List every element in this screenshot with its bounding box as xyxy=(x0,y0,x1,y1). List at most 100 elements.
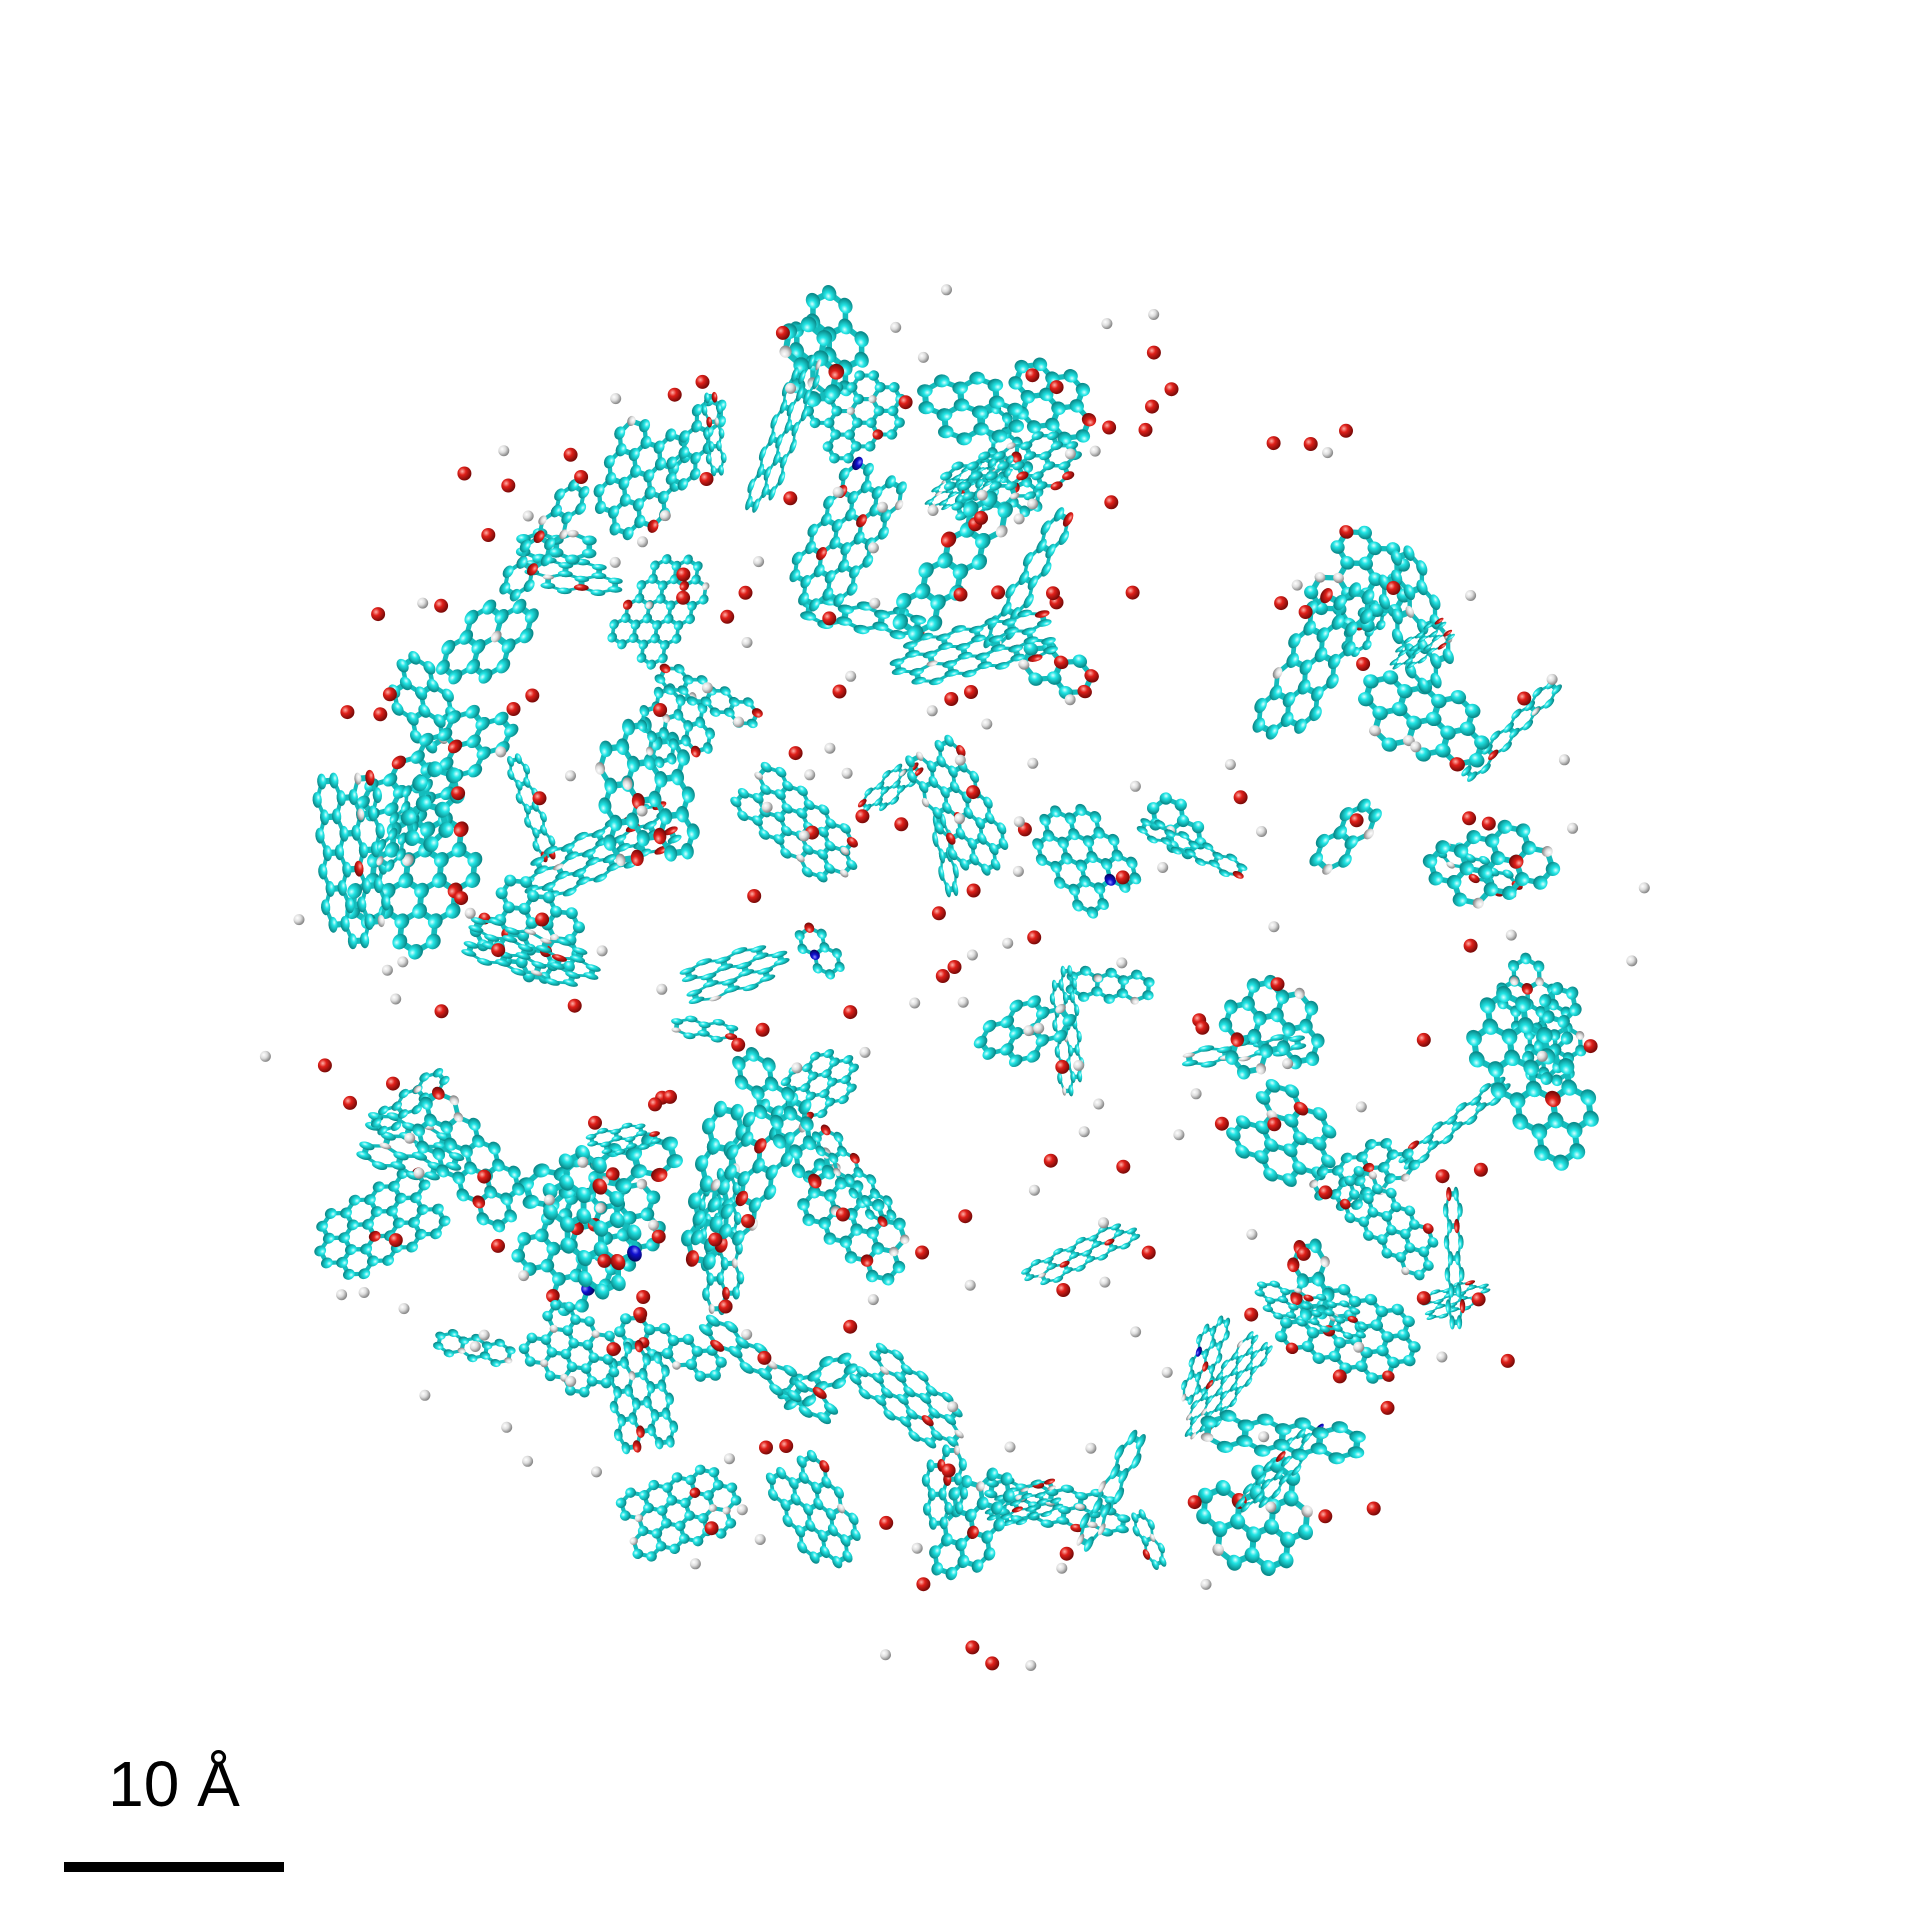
carbon-atom xyxy=(1072,899,1084,912)
carbon-atom xyxy=(636,1130,648,1137)
oxygen-atom xyxy=(546,1289,560,1303)
carbon-atom xyxy=(1480,763,1491,774)
hydrogen-atom xyxy=(634,1514,644,1523)
carbon-atom xyxy=(1271,1488,1282,1499)
oxygen-atom xyxy=(1465,1280,1476,1286)
carbon-atom xyxy=(680,842,694,860)
carbon-atom xyxy=(1532,686,1543,698)
ring-sheet xyxy=(777,1352,858,1411)
carbon-atom xyxy=(656,1505,668,1516)
carbon-atom xyxy=(1431,1121,1443,1132)
carbon-atom xyxy=(692,1536,704,1547)
carbon-atom xyxy=(1543,698,1555,709)
carbon-atom xyxy=(1051,979,1058,992)
carbon-atom xyxy=(585,1133,597,1140)
carbon-atom xyxy=(1461,765,1472,777)
oxygen-atom xyxy=(1521,983,1533,995)
carbon-atom xyxy=(1522,719,1534,731)
carbon-atom xyxy=(1507,960,1520,972)
carbon-atom xyxy=(1551,1074,1563,1087)
carbon-atom xyxy=(658,653,668,664)
carbon-atom xyxy=(836,616,853,626)
carbon-atom xyxy=(546,1241,561,1256)
carbon-atom xyxy=(665,1435,675,1448)
carbon-atom xyxy=(1482,744,1493,755)
carbon-atom xyxy=(1470,1095,1482,1106)
carbon-atom xyxy=(891,1349,904,1361)
hydrogen-atom xyxy=(722,1506,731,1515)
ring-sheet xyxy=(1226,1078,1337,1187)
carbon-atom xyxy=(708,1467,720,1478)
carbon-atom xyxy=(587,1140,599,1147)
carbon-atom xyxy=(780,1077,792,1087)
carbon-atom xyxy=(511,1248,526,1263)
carbon-atom xyxy=(600,1141,611,1148)
carbon-atom xyxy=(1364,1293,1378,1306)
hydrogen-atom xyxy=(1541,846,1553,857)
carbon-atom xyxy=(666,1154,683,1169)
carbon-atom xyxy=(858,1388,871,1400)
ring-sheet xyxy=(1032,803,1142,919)
molecule xyxy=(259,284,1650,1671)
carbon-atom xyxy=(1438,1313,1449,1319)
carbon-atom xyxy=(1375,1305,1389,1318)
carbon-atom xyxy=(874,797,883,807)
carbon-atom xyxy=(837,604,854,614)
carbon-atom xyxy=(838,1095,849,1105)
carbon-atom xyxy=(1540,1071,1553,1086)
carbon-atom xyxy=(1452,892,1468,907)
carbon-atom xyxy=(1280,1317,1293,1329)
carbon-atom xyxy=(1449,1315,1455,1330)
ring-sheet xyxy=(1146,792,1207,860)
carbon-atom xyxy=(1076,1070,1083,1083)
carbon-atom xyxy=(607,586,623,593)
carbon-atom xyxy=(702,1287,710,1301)
ring-sheet xyxy=(679,945,790,1004)
carbon-atom xyxy=(1524,700,1536,712)
carbon-atom xyxy=(621,1122,633,1129)
carbon-atom xyxy=(637,1525,649,1537)
carbon-atom xyxy=(817,1109,828,1119)
carbon-atom xyxy=(984,1489,998,1499)
carbon-atom xyxy=(1376,619,1386,631)
hydrogen-atom xyxy=(636,1178,648,1190)
carbon-atom xyxy=(1274,1330,1288,1343)
carbon-atom xyxy=(1117,1514,1131,1523)
carbon-atom xyxy=(533,1163,550,1178)
carbon-atom xyxy=(1306,1327,1320,1339)
carbon-atom xyxy=(1560,1031,1574,1045)
oxygen-atom xyxy=(605,1167,620,1181)
carbon-atom xyxy=(1391,1303,1404,1316)
carbon-atom xyxy=(702,742,713,754)
carbon-atom xyxy=(706,1272,715,1286)
carbon-atom xyxy=(640,1207,655,1222)
carbon-atom xyxy=(1244,1377,1253,1387)
carbon-atom xyxy=(1115,1524,1129,1534)
hydrogen-atom xyxy=(504,1357,513,1364)
carbon-atom xyxy=(1054,876,1066,889)
oxygen-atom xyxy=(1488,749,1499,761)
carbon-atom xyxy=(880,786,890,795)
carbon-atom xyxy=(655,1541,667,1552)
hydrogen-atom xyxy=(595,1202,606,1214)
hydrogen-atom xyxy=(708,1303,715,1315)
carbon-atom xyxy=(1297,1524,1313,1541)
oxygen-atom xyxy=(1407,1140,1420,1151)
carbon-atom xyxy=(1381,1331,1394,1343)
oxygen-atom xyxy=(1468,874,1480,884)
carbon-atom xyxy=(671,1472,683,1483)
hydrogen-atom xyxy=(1087,1521,1098,1529)
carbon-atom xyxy=(1433,1299,1444,1305)
carbon-atom xyxy=(1278,1552,1294,1569)
carbon-atom xyxy=(609,522,621,536)
carbon-atom xyxy=(874,609,891,620)
carbon-atom xyxy=(624,1136,636,1143)
carbon-atom xyxy=(848,1063,859,1073)
carbon-atom xyxy=(685,1474,697,1486)
oxygen-atom xyxy=(1077,684,1092,699)
hydrogen-atom xyxy=(899,769,907,777)
carbon-atom xyxy=(725,1518,737,1529)
carbon-atom xyxy=(651,1528,663,1539)
ring-sheet xyxy=(1309,798,1382,875)
carbon-atom xyxy=(1478,1283,1489,1289)
